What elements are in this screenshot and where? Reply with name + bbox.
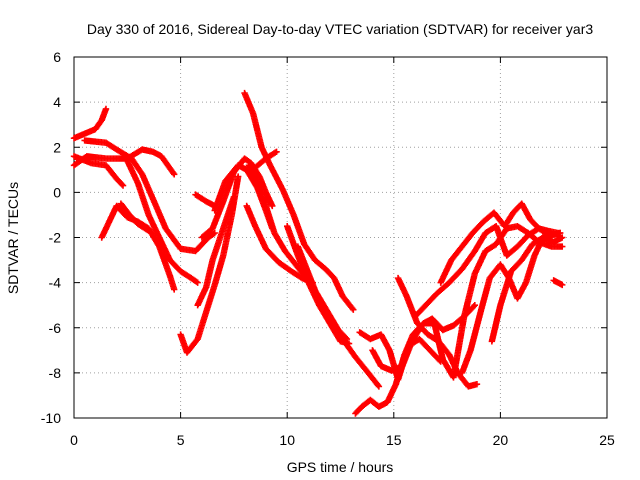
data-point [437,358,444,365]
data-series [70,89,566,417]
data-point [230,193,238,201]
data-point [210,230,217,238]
y-tick-label: 2 [53,139,61,155]
data-point [470,303,477,310]
series-track-13 [241,89,357,313]
data-point [170,169,177,177]
x-tick-label: 5 [177,432,185,448]
data-point [273,148,280,155]
data-point [234,173,242,180]
data-point [375,383,383,390]
series-track-27 [550,277,566,289]
data-point [559,281,566,289]
data-point [193,278,200,285]
series-track-7 [117,200,152,234]
y-tick-label: -8 [49,365,62,381]
x-tick-label: 0 [70,432,78,448]
series-track-3 [70,153,127,189]
data-point [473,380,481,388]
chart-title: Day 330 of 2016, Sidereal Day-to-day VTE… [87,21,593,37]
grid-lines [74,57,607,418]
x-axis-label: GPS time / hours [287,459,394,475]
data-point [436,357,443,364]
data-point [350,306,357,313]
y-tick-label: -10 [41,410,61,426]
data-point [118,181,126,188]
data-point [559,243,566,250]
data-point [374,381,382,389]
axis-ticks: 0 5 10 15 20 25 -10 -8 -6 -4 -2 0 2 4 6 [41,49,615,448]
y-tick-label: -4 [49,275,62,291]
series-track-26 [488,234,566,345]
series-track-6 [121,153,201,286]
series-track-5 [81,137,218,255]
data-point [102,105,110,113]
series-track-9 [194,193,238,309]
data-point [194,279,201,286]
data-point [272,149,279,156]
y-tick-label: -6 [49,320,62,336]
series-track-1 [70,105,110,142]
x-tick-label: 15 [386,432,402,448]
data-point [171,171,178,178]
x-tick-label: 10 [279,432,295,448]
series-track-22 [394,274,481,390]
data-point [144,226,151,234]
series-track-21 [356,329,444,383]
y-tick-label: 0 [53,184,61,200]
x-tick-label: 20 [493,432,509,448]
series-track-25 [458,229,564,377]
series-track-14 [252,148,280,171]
series-track-18 [294,243,383,390]
series-track-11 [192,191,218,210]
y-axis-label: SDTVAR / TECUs [5,182,21,294]
data-point [559,234,566,241]
y-tick-label: -2 [49,230,62,246]
y-tick-label: 4 [53,94,61,110]
data-point [556,229,564,237]
x-tick-label: 25 [599,432,615,448]
y-tick-label: 6 [53,49,61,65]
data-point [171,286,178,293]
data-point [145,227,152,234]
data-point [349,305,356,312]
data-point [471,301,479,309]
data-point [269,202,276,210]
data-point [211,229,218,237]
data-point [119,182,127,189]
